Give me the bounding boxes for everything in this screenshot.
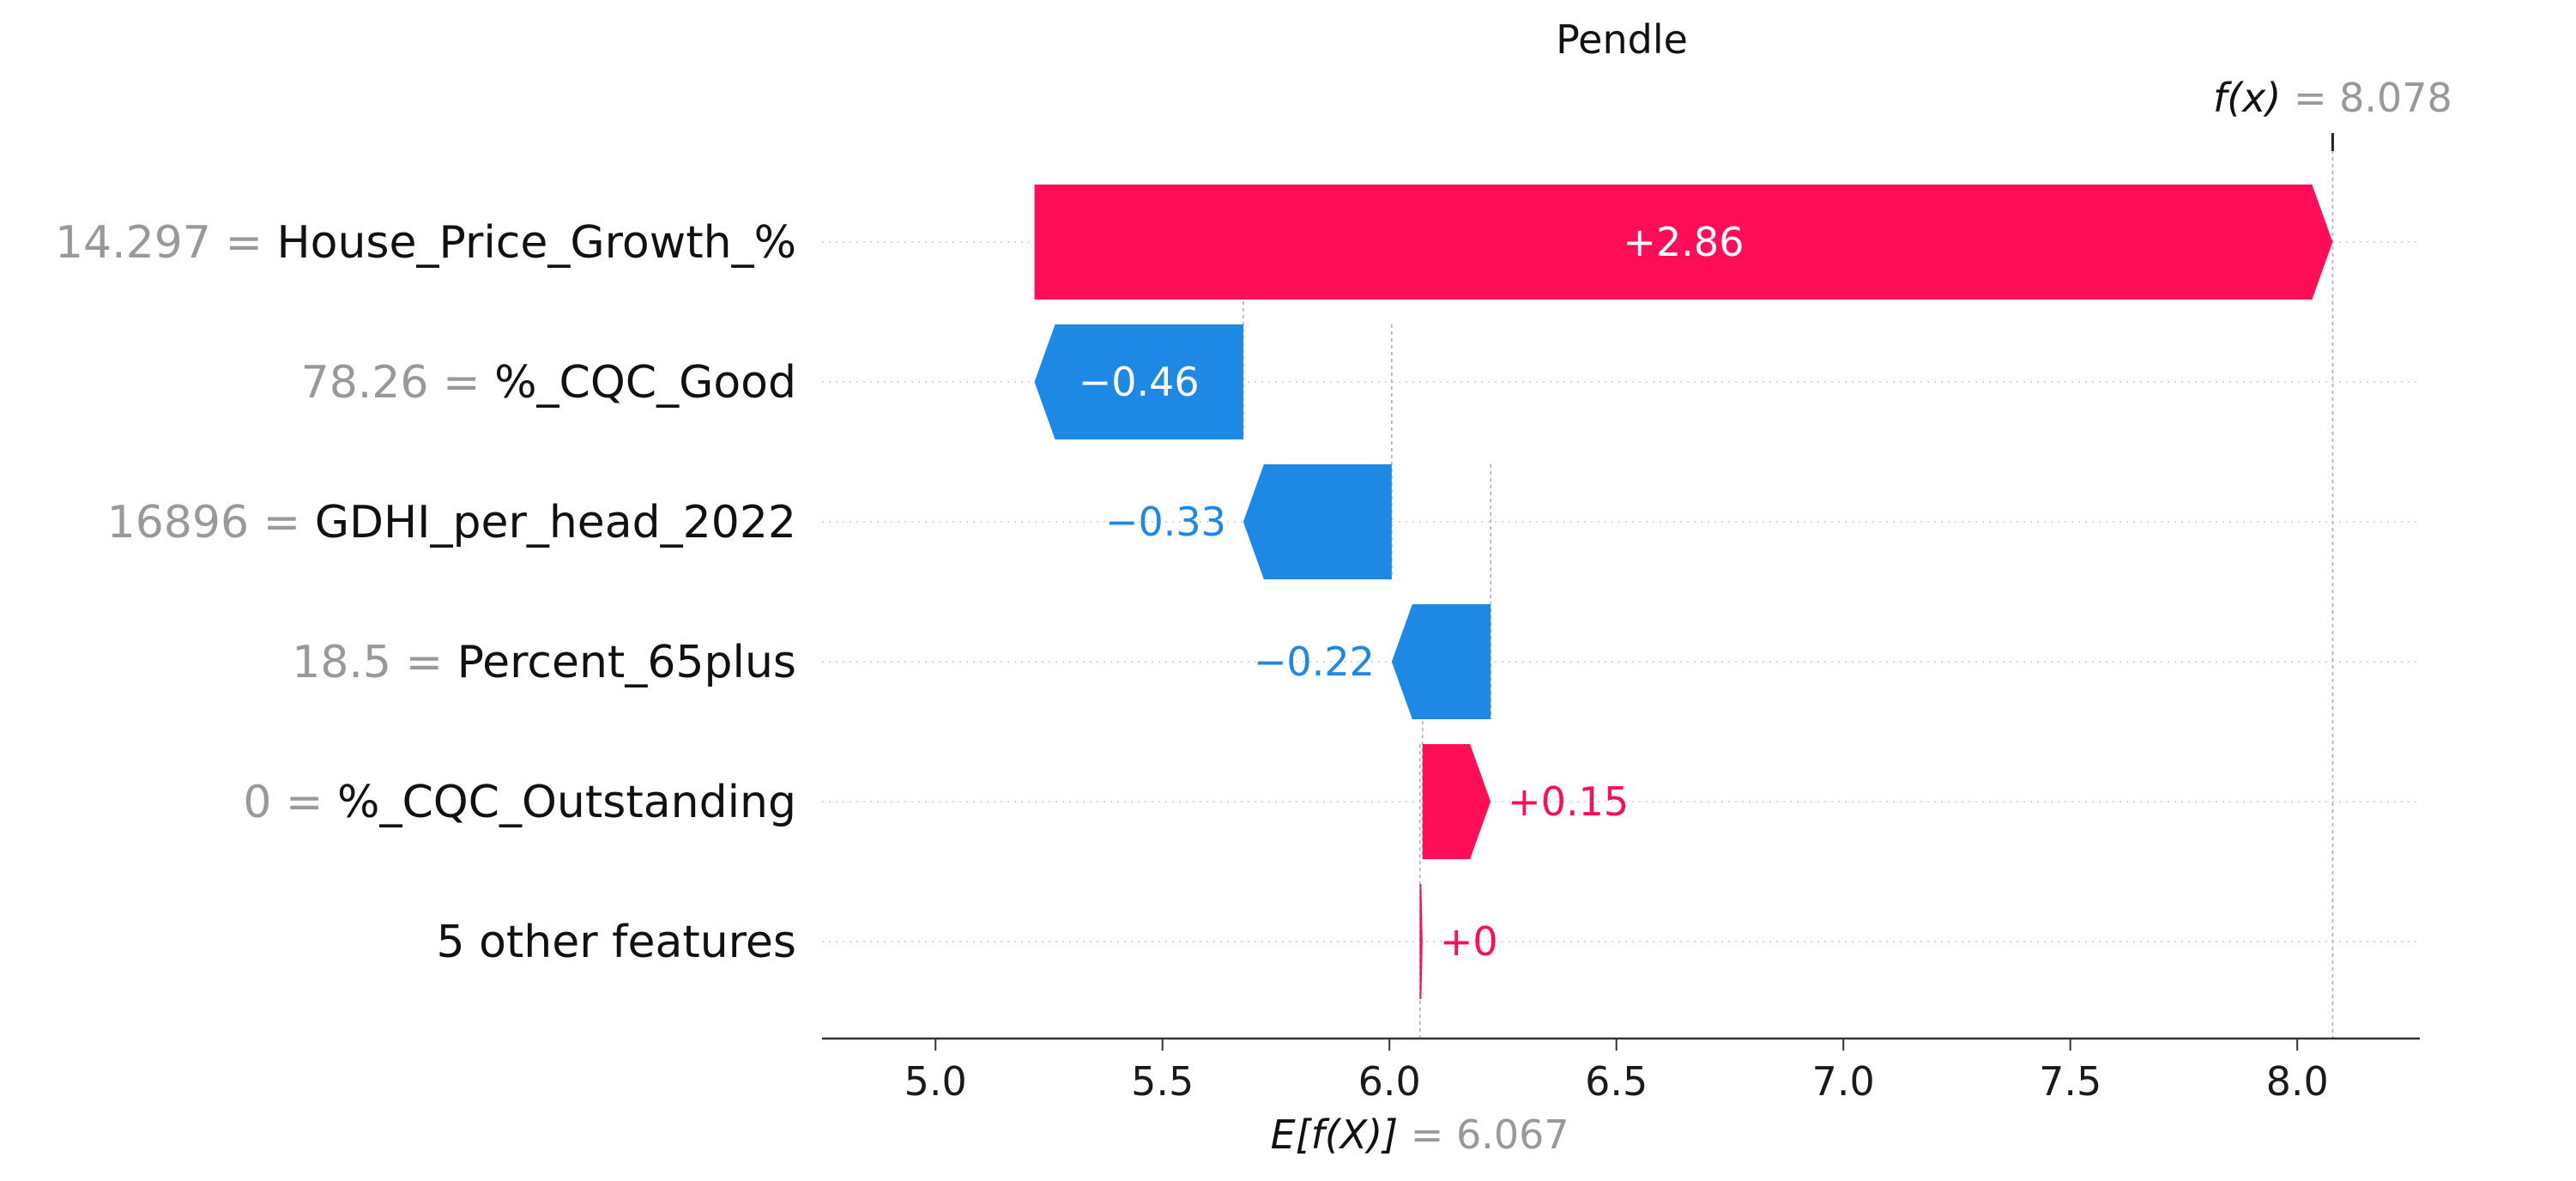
chart-title: Pendle (1556, 16, 1688, 63)
value-annotations: +2.86 −0.46 −0.33 −0.22 +0.15 +0 E[f(X)] = 6.0… (1079, 75, 2452, 1158)
feature-name: Percent_65plus (457, 637, 796, 688)
feature-label: 0 = %_CQC_Outstanding (243, 777, 796, 828)
bar-value-label: +0 (1440, 918, 1498, 965)
feature-value: 18.5 = (292, 637, 457, 688)
feature-name: House_Price_Growth_% (277, 217, 796, 269)
feature-name: 5 other features (436, 917, 796, 968)
base-value-number: = 6.067 (1411, 1111, 1569, 1158)
x-tick-label: 6.5 (1585, 1058, 1648, 1105)
feature-name: %_CQC_Good (494, 357, 796, 409)
output-value-prefix: f(x) (2213, 75, 2294, 121)
bar-value-label: −0.22 (1254, 639, 1375, 685)
bar-value-label: +2.86 (1624, 219, 1745, 265)
feature-name: GDHI_per_head_2022 (315, 497, 796, 548)
output-value-annotation: f(x) = 8.078 (2213, 75, 2452, 121)
feature-label: 5 other features (436, 917, 796, 968)
feature-value: 0 = (243, 777, 337, 828)
feature-value: 78.26 = (301, 357, 495, 409)
contribution-bar (1034, 185, 2333, 300)
base-value-annotation: E[f(X)] = 6.067 (1271, 1111, 1569, 1158)
bar-value-label: −0.33 (1105, 499, 1226, 545)
feature-name: %_CQC_Outstanding (337, 777, 796, 828)
x-tick-label: 7.5 (2039, 1058, 2101, 1105)
x-tick-label: 5.0 (904, 1058, 967, 1105)
feature-labels: 14.297 = House_Price_Growth_% 78.26 = %_C… (55, 217, 796, 968)
feature-value: 14.297 = (55, 217, 277, 269)
x-axis: 5.0 5.5 6.0 6.5 7.0 7.5 8.0 (822, 1037, 2420, 1105)
contribution-bar (1243, 464, 1392, 579)
bar-value-label: +0.15 (1508, 778, 1629, 825)
base-value-prefix: E[f(X)] (1271, 1111, 1411, 1158)
feature-label: 14.297 = House_Price_Growth_% (55, 217, 796, 269)
contribution-bar (1034, 324, 1243, 439)
feature-label: 78.26 = %_CQC_Good (301, 357, 796, 409)
output-value-number: = 8.078 (2294, 75, 2452, 121)
contribution-bars (1034, 185, 2333, 999)
x-tick-label: 8.0 (2266, 1058, 2329, 1105)
bar-value-label: −0.46 (1079, 359, 1200, 405)
x-tick-label: 5.5 (1131, 1058, 1194, 1105)
feature-label: 16896 = GDHI_per_head_2022 (107, 497, 796, 548)
contribution-bar (1419, 884, 1423, 999)
x-tick-label: 6.0 (1358, 1058, 1421, 1105)
contribution-bar (1422, 744, 1491, 859)
feature-label: 18.5 = Percent_65plus (292, 637, 796, 688)
x-tick-label: 7.0 (1812, 1058, 1875, 1105)
feature-value: 16896 = (107, 497, 315, 548)
contribution-bar (1391, 604, 1491, 719)
